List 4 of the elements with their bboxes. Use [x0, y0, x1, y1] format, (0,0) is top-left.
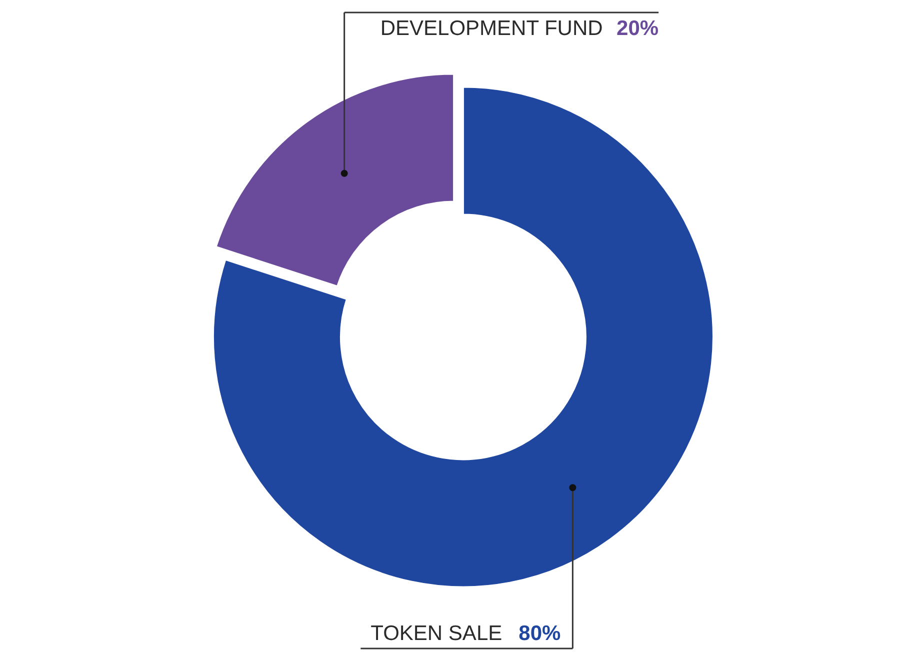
- slice-label: TOKEN SALE: [370, 622, 502, 645]
- data-label: 80%: [518, 622, 562, 645]
- slice-label: DEVELOPMENT FUND: [380, 17, 603, 40]
- data-label: 20%: [616, 17, 659, 40]
